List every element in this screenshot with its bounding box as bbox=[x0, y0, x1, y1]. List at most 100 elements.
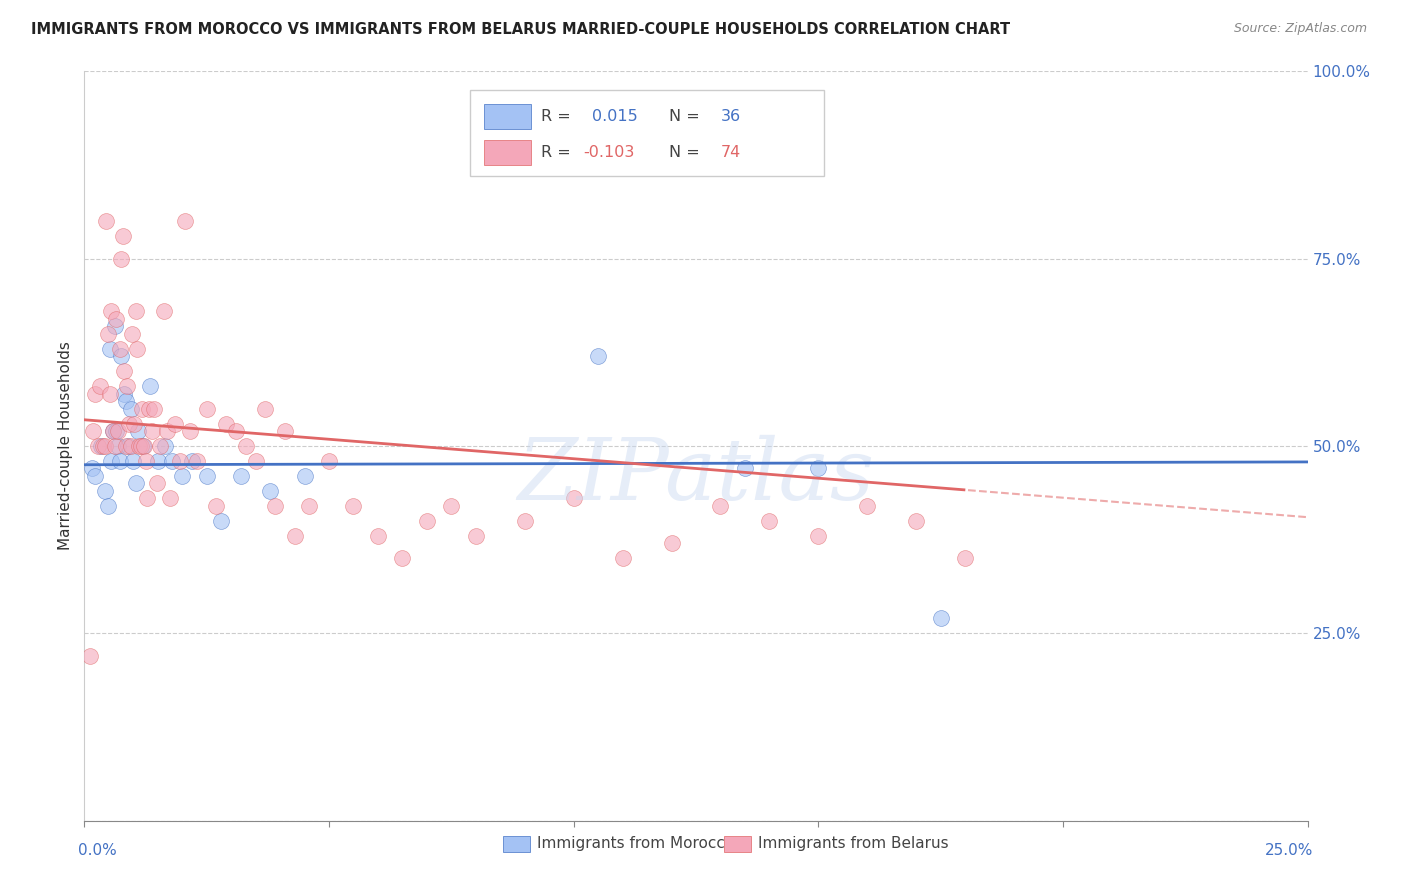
Point bbox=[229, 469, 252, 483]
Point bbox=[709, 499, 731, 513]
Point bbox=[98, 342, 121, 356]
Point bbox=[136, 491, 159, 506]
Point bbox=[100, 454, 122, 468]
Point bbox=[132, 439, 155, 453]
Point bbox=[159, 491, 181, 506]
Point bbox=[107, 424, 129, 438]
Point bbox=[146, 476, 169, 491]
Point bbox=[138, 401, 160, 416]
Point bbox=[107, 439, 129, 453]
FancyBboxPatch shape bbox=[470, 90, 824, 177]
Point bbox=[149, 439, 172, 453]
Point bbox=[80, 461, 103, 475]
Point bbox=[97, 326, 120, 341]
Point bbox=[105, 311, 128, 326]
Point bbox=[110, 252, 132, 266]
Point bbox=[98, 386, 121, 401]
Point bbox=[121, 326, 143, 341]
Point bbox=[274, 424, 297, 438]
Point bbox=[122, 454, 145, 468]
Point bbox=[259, 483, 281, 498]
Point bbox=[108, 342, 131, 356]
FancyBboxPatch shape bbox=[724, 836, 751, 852]
Text: N =: N = bbox=[669, 109, 704, 124]
Point bbox=[105, 424, 128, 438]
Point bbox=[84, 386, 107, 401]
FancyBboxPatch shape bbox=[503, 836, 530, 852]
Point bbox=[128, 439, 150, 453]
Point bbox=[367, 529, 389, 543]
Point bbox=[115, 439, 138, 453]
Point bbox=[89, 379, 111, 393]
Point bbox=[132, 439, 155, 453]
Point bbox=[195, 401, 218, 416]
Point bbox=[117, 439, 139, 453]
Point bbox=[125, 304, 148, 318]
Point bbox=[142, 401, 165, 416]
Point bbox=[96, 214, 118, 228]
Point bbox=[205, 499, 228, 513]
Point bbox=[195, 469, 218, 483]
Point bbox=[104, 319, 127, 334]
Point bbox=[153, 439, 176, 453]
Point bbox=[562, 491, 585, 506]
Point bbox=[139, 379, 162, 393]
Point bbox=[87, 439, 110, 453]
Point bbox=[135, 454, 157, 468]
Text: 74: 74 bbox=[720, 145, 741, 160]
Text: R =: R = bbox=[541, 145, 575, 160]
Y-axis label: Married-couple Households: Married-couple Households bbox=[58, 342, 73, 550]
Text: -0.103: -0.103 bbox=[583, 145, 634, 160]
Point bbox=[104, 439, 127, 453]
Point bbox=[169, 454, 191, 468]
Point bbox=[209, 514, 232, 528]
Text: N =: N = bbox=[669, 145, 704, 160]
Text: IMMIGRANTS FROM MOROCCO VS IMMIGRANTS FROM BELARUS MARRIED-COUPLE HOUSEHOLDS COR: IMMIGRANTS FROM MOROCCO VS IMMIGRANTS FR… bbox=[31, 22, 1010, 37]
Text: 0.015: 0.015 bbox=[592, 109, 638, 124]
Point bbox=[110, 349, 132, 363]
Point bbox=[294, 469, 316, 483]
Point bbox=[416, 514, 439, 528]
Point bbox=[127, 342, 149, 356]
Point bbox=[513, 514, 536, 528]
Point bbox=[807, 529, 830, 543]
Text: Source: ZipAtlas.com: Source: ZipAtlas.com bbox=[1233, 22, 1367, 36]
Point bbox=[181, 454, 204, 468]
Point bbox=[117, 379, 139, 393]
Point bbox=[586, 349, 609, 363]
Point bbox=[464, 529, 486, 543]
Point bbox=[734, 461, 756, 475]
Point bbox=[284, 529, 307, 543]
Point bbox=[215, 417, 238, 431]
Point bbox=[114, 364, 136, 378]
Point bbox=[146, 454, 169, 468]
Point bbox=[152, 304, 174, 318]
Point bbox=[101, 424, 124, 438]
Point bbox=[953, 551, 976, 566]
Text: 25.0%: 25.0% bbox=[1265, 843, 1313, 858]
Point bbox=[82, 424, 104, 438]
Point bbox=[612, 551, 634, 566]
Point bbox=[172, 469, 194, 483]
Point bbox=[100, 304, 122, 318]
Point bbox=[91, 439, 114, 453]
Point bbox=[127, 424, 149, 438]
Point bbox=[90, 439, 112, 453]
Point bbox=[245, 454, 267, 468]
Point bbox=[84, 469, 107, 483]
Point bbox=[661, 536, 683, 550]
Point bbox=[125, 476, 148, 491]
Point bbox=[758, 514, 780, 528]
Point bbox=[115, 394, 138, 409]
Point bbox=[111, 229, 134, 244]
Point bbox=[856, 499, 879, 513]
Point bbox=[94, 483, 117, 498]
Point bbox=[342, 499, 364, 513]
Point bbox=[118, 417, 141, 431]
Point bbox=[162, 454, 184, 468]
Point bbox=[318, 454, 340, 468]
Point bbox=[112, 386, 135, 401]
Point bbox=[298, 499, 321, 513]
Text: Immigrants from Belarus: Immigrants from Belarus bbox=[758, 837, 949, 851]
Point bbox=[79, 648, 101, 663]
